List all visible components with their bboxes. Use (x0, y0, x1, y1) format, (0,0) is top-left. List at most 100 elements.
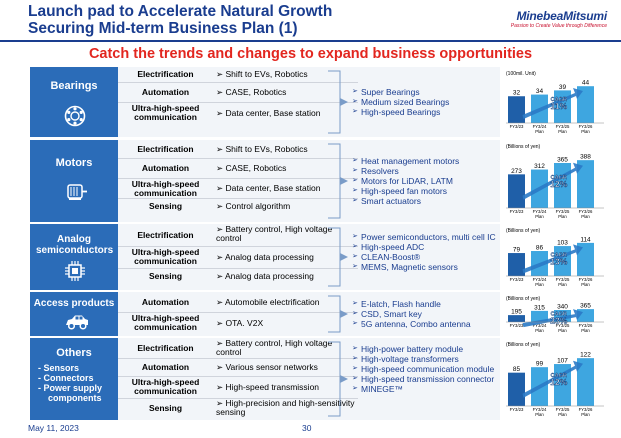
motor-icon (64, 182, 87, 204)
row-separator (118, 312, 358, 313)
chart-bar (508, 372, 525, 406)
product-item: MINEGE™ (352, 384, 500, 394)
application-label: ➢ Control algorithm (216, 200, 291, 211)
cagr-label: CAGR (551, 312, 567, 318)
category-tick-label: FY3/23 (510, 209, 524, 214)
category-name: Motors (55, 157, 93, 169)
cagr-bar-chart: (Billions of yen)85FY3/2399FY3/24Plan107… (506, 342, 604, 417)
logo-tagline: Passion to Create Value through Differen… (510, 23, 607, 29)
bar-value-label: 103 (557, 240, 568, 247)
row-separator (118, 158, 358, 159)
product-item: CLEAN-Boost® (352, 252, 500, 262)
category-tick-label: Plan (535, 214, 544, 219)
bar-value-label: 388 (580, 154, 591, 161)
category-tick-label: Plan (535, 328, 544, 333)
chart-bar (577, 86, 594, 123)
category-tick-label: FY3/26 (579, 407, 593, 412)
category-tick-label: Plan (581, 214, 590, 219)
category-tick-label: FY3/25 (556, 407, 570, 412)
category-block: Bearings (30, 67, 118, 137)
category-name: Analog semiconductors (36, 234, 114, 256)
category-tick-label: FY3/23 (510, 124, 524, 129)
cagr-label: CAGR (551, 252, 567, 258)
bar-value-label: 34 (536, 88, 544, 95)
bar-value-label: 107 (557, 358, 568, 365)
bar-value-label: 315 (534, 304, 545, 311)
chart-bar (554, 364, 571, 406)
category-tick-label: FY3/25 (556, 277, 570, 282)
connector-arrow (328, 143, 348, 219)
direction-label: Electrification (137, 143, 194, 154)
category-tick-label: Plan (558, 282, 567, 287)
product-item: High-speed communication module (352, 364, 500, 374)
logo-wordmark: MinebeaMitsumi (516, 9, 607, 23)
product-item: CSD, Smart key (352, 309, 500, 319)
cagr-arrow (522, 162, 583, 200)
product-item: Resolvers (352, 166, 500, 176)
product-item: Motors for LiDAR, LATM (352, 176, 500, 186)
application-label: ➢ Battery control, High voltage control (216, 338, 333, 357)
row-separator (118, 102, 358, 103)
page-title: Launch pad to Accelerate Natural Growth … (28, 3, 332, 37)
product-list: Heat management motorsResolversMotors fo… (352, 156, 500, 206)
category-tick-label: FY3/24 (533, 323, 547, 328)
application-label: ➢ CASE, Robotics (216, 162, 287, 173)
application-label: ➢ Automobile electrification (216, 296, 320, 307)
category-block: Others - Sensors - Connectors - Power suppl… (30, 338, 118, 420)
row-separator (118, 268, 358, 269)
chart-unit: (100mil. Unit) (506, 71, 536, 77)
product-item: High-voltage transformers (352, 354, 500, 364)
chart-bar (508, 315, 525, 322)
application-label: ➢ Data center, Base station (216, 182, 321, 193)
header-divider (0, 40, 621, 42)
category-tick-label: Plan (581, 282, 590, 287)
application-label: ➢ Data center, Base station (216, 107, 321, 118)
category-tick-label: Plan (535, 412, 544, 417)
category-tick-label: FY3/26 (579, 277, 593, 282)
title-line-1: Launch pad to Accelerate Natural Growth (28, 3, 333, 20)
bar-value-label: 44 (582, 80, 590, 87)
category-tick-label: Plan (535, 129, 544, 134)
category-tick-label: FY3/24 (533, 209, 547, 214)
chart-bar (554, 310, 571, 322)
section-motors: Motors Electrification ➢ Shift to EVs, Rob… (30, 140, 500, 222)
category-tick-label: Plan (581, 412, 590, 417)
cagr-label: CAGR (551, 97, 567, 103)
direction-label: Automation (141, 86, 190, 97)
cagr-value: 23% (550, 316, 567, 326)
bar-value-label: 114 (580, 236, 591, 243)
bar-value-label: 273 (511, 168, 522, 175)
application-label: ➢ Analog data processing (216, 251, 314, 262)
product-item: MEMS, Magnetic sensors (352, 262, 500, 272)
chart-bar (531, 310, 548, 322)
category-tick-label: Plan (558, 328, 567, 333)
section-bearings: Bearings Electrification ➢ Shift to EVs, R… (30, 67, 500, 137)
cagr-label: CAGR (551, 175, 567, 181)
cagr-value: 13% (550, 256, 567, 266)
row-separator (118, 178, 358, 179)
category-tick-label: FY3/25 (556, 323, 570, 328)
direction-label: Automation (141, 361, 190, 372)
category-tick-label: FY3/26 (579, 124, 593, 129)
chart-unit: (Billions of yen) (506, 228, 541, 234)
category-tick-label: Plan (558, 129, 567, 134)
bar-value-label: 79 (513, 247, 521, 254)
cagr-value: 12% (550, 377, 567, 387)
row-separator (118, 398, 358, 399)
bar-value-label: 340 (557, 304, 568, 311)
direction-label: Electrification (137, 342, 194, 353)
product-item: Smart actuators (352, 196, 500, 206)
bar-value-label: 39 (559, 84, 567, 91)
category-tick-label: FY3/25 (556, 124, 570, 129)
row-separator (118, 358, 358, 359)
bar-value-label: 86 (536, 245, 544, 252)
direction-label: Electrification (137, 69, 194, 79)
cagr-arrow (522, 244, 583, 274)
title-line-2: Securing Mid-term Business Plan (1) (28, 20, 298, 37)
bar-value-label: 365 (580, 303, 591, 310)
row-separator (118, 198, 358, 199)
application-label: ➢ Shift to EVs, Robotics (216, 143, 308, 154)
cagr-bar-chart: (Billions of yen)79FY3/2386FY3/24Plan103… (506, 228, 604, 287)
chart-bar (508, 96, 525, 123)
application-label: ➢ CASE, Robotics (216, 86, 287, 97)
